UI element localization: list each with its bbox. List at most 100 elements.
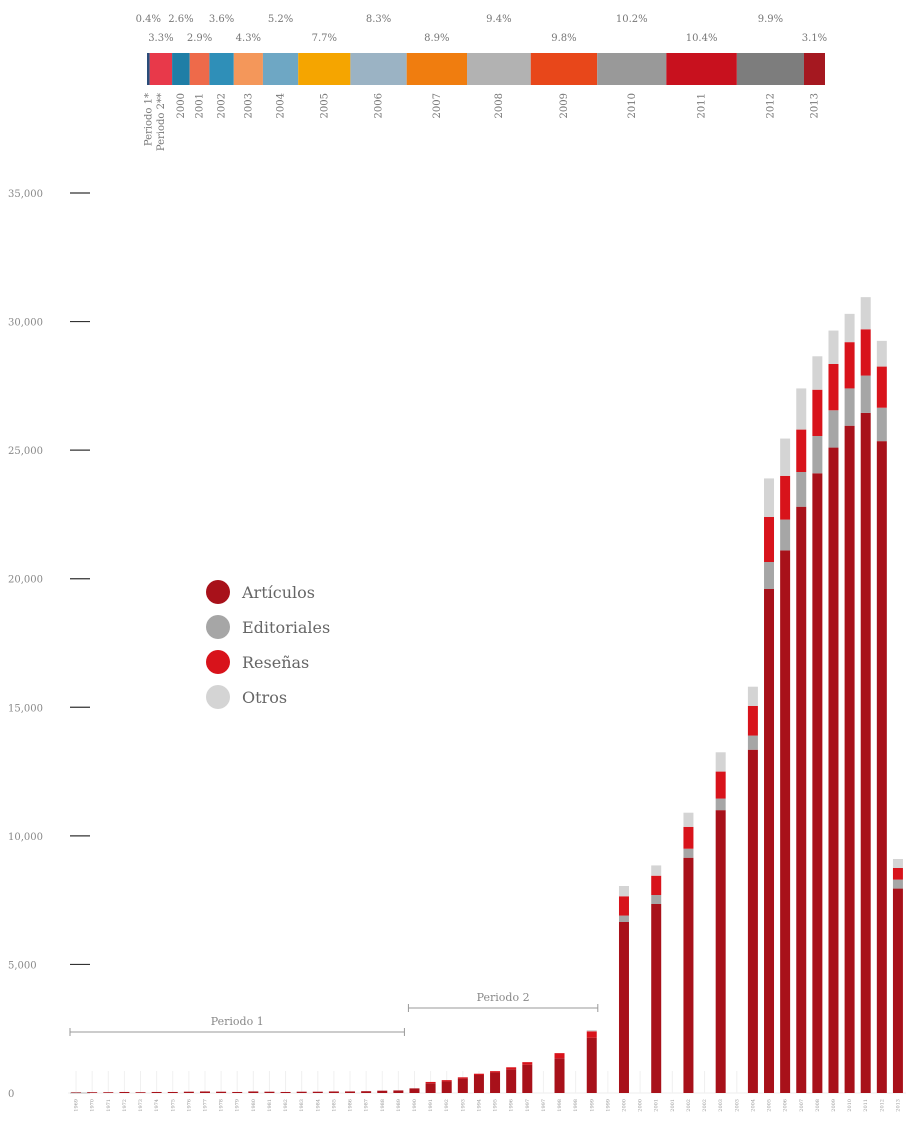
x-tick-label: 1985 — [331, 1099, 337, 1112]
bar-segment — [715, 810, 726, 1093]
bar-segment — [715, 798, 726, 811]
x-tick-label: 1996 — [509, 1099, 515, 1112]
x-tick-label: 1997 — [541, 1099, 547, 1112]
period-label: Periodo 1 — [211, 1015, 264, 1028]
share-segment-label: 2003 — [243, 93, 254, 118]
x-tick-label: 1976 — [186, 1099, 192, 1112]
x-tick-label: 1981 — [267, 1099, 273, 1112]
bar-segment — [457, 1077, 468, 1079]
legend-swatch — [206, 615, 230, 639]
bar-segment — [715, 771, 726, 799]
bar-segment — [377, 1090, 388, 1093]
legend-swatch — [206, 580, 230, 604]
bar-segment — [618, 886, 629, 897]
bar-segment — [618, 896, 629, 916]
share-percent-label: 9.9% — [758, 14, 783, 25]
x-tick-label: 2011 — [863, 1099, 869, 1112]
bar-segment — [506, 1067, 517, 1070]
bar-segment — [796, 388, 807, 430]
bar-segment — [71, 1092, 82, 1093]
bar-segment — [844, 388, 855, 426]
x-tick-label: 2010 — [847, 1099, 853, 1112]
share-segment — [189, 53, 210, 85]
x-tick-label: 2001 — [654, 1099, 660, 1112]
x-tick-label: 1999 — [589, 1099, 595, 1112]
x-tick-label: 1987 — [364, 1099, 370, 1112]
bar-segment — [828, 447, 839, 1094]
year-share-bar: 0.4% Periodo 1* 3.3% Periodo 2** 2.6% 2000 2.9… — [136, 14, 828, 151]
share-segment — [803, 53, 825, 85]
bar-segment — [651, 865, 662, 876]
x-tick-label: 1971 — [106, 1099, 112, 1112]
bar-segment — [892, 879, 903, 889]
share-segment — [172, 53, 190, 85]
bar-segment — [828, 410, 839, 448]
bar-segment — [135, 1092, 146, 1093]
share-percent-label: 3.3% — [148, 33, 173, 44]
share-segment — [597, 53, 667, 85]
share-segment-label: 2000 — [176, 93, 187, 118]
x-tick-label: 1969 — [74, 1099, 80, 1112]
bar-segment — [248, 1091, 259, 1093]
bar-segment — [796, 506, 807, 1093]
x-tick-label: 1979 — [235, 1099, 241, 1112]
share-segment-label: 2001 — [195, 93, 206, 118]
bar-segment — [441, 1080, 452, 1082]
bar-segment — [747, 749, 758, 1093]
share-percent-label: 0.4% — [136, 14, 161, 25]
bar-segment — [296, 1091, 307, 1093]
y-tick-label: 30,000 — [8, 318, 43, 329]
bar-segment — [683, 826, 694, 849]
bar-segment — [844, 425, 855, 1093]
bar-segment — [651, 895, 662, 904]
bar-segment — [345, 1091, 356, 1093]
bar-segment — [490, 1072, 501, 1093]
share-percent-label: 9.4% — [486, 14, 511, 25]
share-segment — [298, 53, 351, 85]
x-tick-label: 2001 — [670, 1099, 676, 1112]
bar-segment — [183, 1091, 194, 1093]
x-tick-label: 1992 — [444, 1099, 450, 1112]
bar-segment — [473, 1073, 484, 1075]
share-segment — [149, 53, 173, 85]
x-tick-label: 1977 — [202, 1099, 208, 1112]
bar-segment — [409, 1088, 420, 1093]
legend-label: Otros — [242, 688, 287, 707]
bar-segment — [651, 904, 662, 1093]
y-tick-label: 25,000 — [8, 446, 43, 457]
share-segment-label: 2005 — [319, 93, 330, 118]
share-segment — [147, 53, 150, 85]
x-tick-label: 1995 — [493, 1099, 499, 1112]
bar-segment — [651, 875, 662, 895]
bar-segment — [780, 438, 791, 476]
share-percent-label: 5.2% — [268, 14, 293, 25]
share-segment — [666, 53, 737, 85]
bar-segment — [312, 1091, 323, 1093]
bar-segment — [522, 1062, 533, 1065]
x-tick-label: 2000 — [621, 1099, 627, 1112]
bar-segment — [876, 441, 887, 1094]
bar-segment — [618, 922, 629, 1093]
x-tick-label: 1980 — [251, 1099, 257, 1112]
x-tick-label: 2013 — [895, 1099, 901, 1112]
bar-segment — [490, 1071, 501, 1073]
bar-segment — [780, 475, 791, 520]
share-segment-label: 2012 — [765, 93, 776, 118]
legend-label: Reseñas — [242, 653, 309, 672]
bar-segment — [796, 429, 807, 472]
bar-segment — [764, 478, 775, 517]
bar-segment — [747, 735, 758, 750]
bar-segment — [425, 1081, 436, 1084]
bar-segment — [586, 1031, 597, 1038]
period-label: Periodo 2 — [477, 991, 530, 1004]
share-percent-label: 2.9% — [187, 33, 212, 44]
bar-segment — [280, 1091, 291, 1093]
x-tick-label: 2012 — [879, 1099, 885, 1112]
bar-segment — [264, 1091, 275, 1093]
bar-segment — [812, 473, 823, 1093]
share-percent-label: 10.2% — [616, 14, 648, 25]
share-percent-label: 8.3% — [366, 14, 391, 25]
y-tick-label: 10,000 — [8, 832, 43, 843]
share-segment-label: Periodo 2** — [156, 93, 167, 151]
